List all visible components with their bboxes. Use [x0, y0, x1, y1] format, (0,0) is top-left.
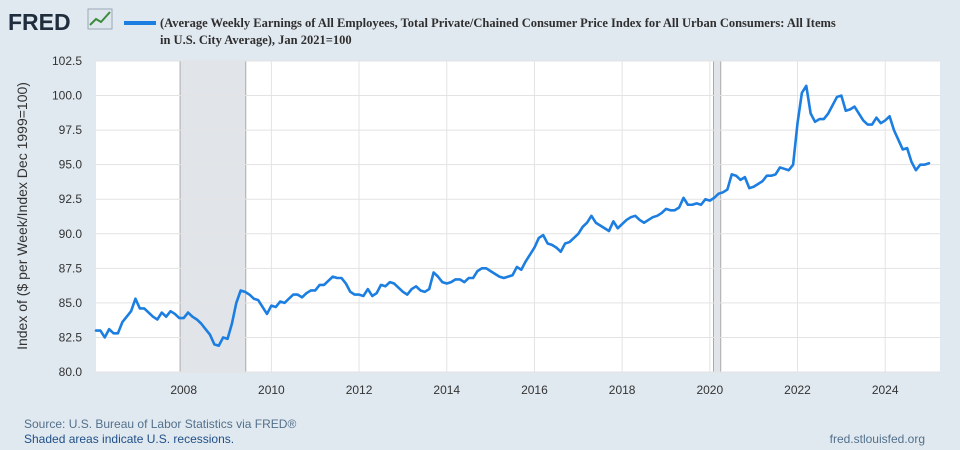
legend-title-line1: (Average Weekly Earnings of All Employee…	[160, 16, 836, 30]
x-tick-label: 2016	[521, 383, 548, 397]
y-tick-label: 97.5	[59, 123, 83, 137]
recession-band	[179, 60, 247, 373]
legend-title-line2: in U.S. City Average), Jan 2021=100	[160, 33, 352, 47]
x-tick-label: 2008	[170, 383, 197, 397]
source-note: Source: U.S. Bureau of Labor Statistics …	[24, 417, 296, 431]
y-tick-label: 92.5	[59, 192, 83, 206]
series-line	[94, 84, 931, 348]
legend: (Average Weekly Earnings of All Employee…	[124, 16, 836, 47]
fred-logo-text: FRED	[8, 9, 71, 35]
x-tick-label: 2024	[872, 383, 899, 397]
recession-shading	[179, 60, 722, 373]
x-tick-label: 2010	[258, 383, 285, 397]
y-axis: 80.0 82.5 85.0 87.5 90.0 92.5 95.0 97.5 100.0 102…	[52, 54, 82, 379]
y-tick-label: 95.0	[59, 158, 83, 172]
series-layer	[94, 84, 931, 348]
x-tick-label: 2018	[609, 383, 636, 397]
y-tick-label: 100.0	[52, 89, 82, 103]
fred-logo[interactable]: FRED	[8, 8, 113, 35]
y-tick-label: 82.5	[59, 330, 83, 344]
y-tick-label: 87.5	[59, 261, 83, 275]
site-link[interactable]: fred.stlouisfed.org	[830, 432, 925, 446]
x-axis: 2008 2010 2012 2014 2016 2018 2020 2022 2024	[170, 383, 899, 397]
x-tick-label: 2014	[433, 383, 460, 397]
y-axis-title: Index of ($ per Week/Index Dec 1999=100)	[14, 82, 30, 350]
y-tick-label: 90.0	[59, 227, 83, 241]
x-tick-label: 2012	[346, 383, 373, 397]
plot-area	[94, 60, 940, 373]
y-tick-label: 80.0	[59, 365, 83, 379]
fred-logo-graph-icon	[87, 8, 113, 30]
recession-note[interactable]: Shaded areas indicate U.S. recessions.	[24, 432, 234, 446]
x-tick-label: 2022	[784, 383, 811, 397]
x-tick-label: 2020	[696, 383, 723, 397]
recession-band	[713, 60, 722, 373]
y-tick-label: 102.5	[52, 54, 82, 68]
y-tick-label: 85.0	[59, 296, 83, 310]
